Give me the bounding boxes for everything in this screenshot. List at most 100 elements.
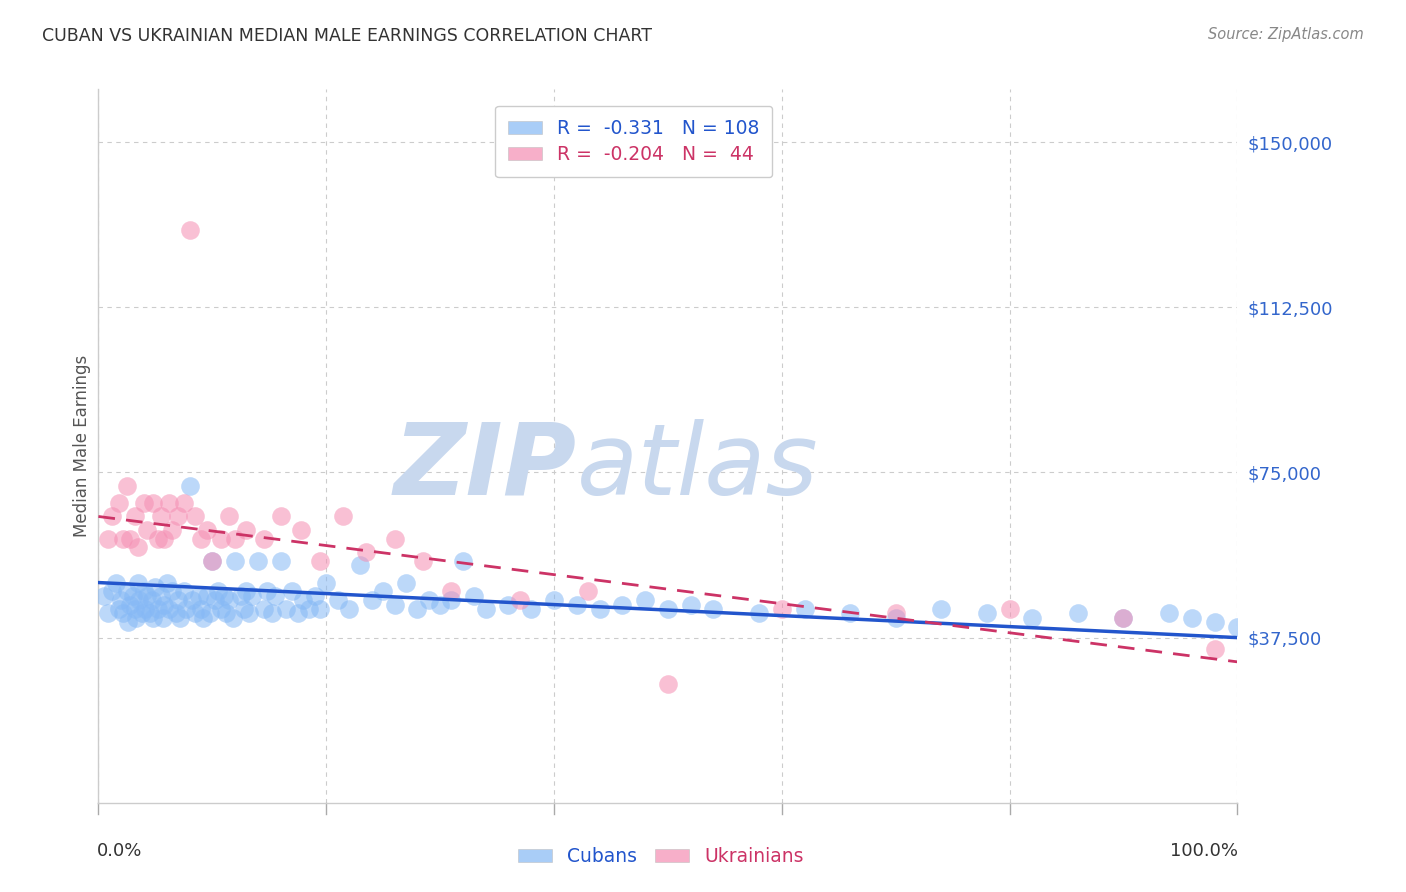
Text: Source: ZipAtlas.com: Source: ZipAtlas.com [1208,27,1364,42]
Point [252,602,274,616]
Point [179,478,201,492]
Point [204,593,226,607]
Point [136,589,159,603]
Point [142,496,165,510]
Point [1204,641,1226,656]
Point [132,496,155,510]
Point [162,584,184,599]
Legend: Cubans, Ukrainians: Cubans, Ukrainians [510,839,811,873]
Point [264,589,287,603]
Point [127,541,149,555]
Point [222,611,245,625]
Point [198,607,221,621]
Point [201,553,224,567]
Point [634,593,657,607]
Point [246,553,269,567]
Point [1226,619,1249,633]
Point [93,589,115,603]
Point [612,598,634,612]
Point [96,532,118,546]
Point [543,593,565,607]
Point [326,593,349,607]
Point [174,602,197,616]
Point [153,598,176,612]
Point [1181,611,1204,625]
Point [998,602,1021,616]
Point [115,584,138,599]
Point [349,558,371,572]
Point [121,589,143,603]
Point [429,598,451,612]
Point [256,584,278,599]
Point [212,589,235,603]
Point [152,611,174,625]
Point [270,553,292,567]
Point [104,575,127,590]
Point [134,602,156,616]
Point [509,593,531,607]
Point [748,607,770,621]
Point [141,593,163,607]
Point [315,575,337,590]
Point [146,532,169,546]
Point [120,532,142,546]
Point [150,589,173,603]
Point [337,602,360,616]
Point [195,523,218,537]
Point [124,509,146,524]
Point [184,509,207,524]
Text: 100.0%: 100.0% [1170,842,1239,860]
Point [108,602,131,616]
Point [165,607,187,621]
Point [131,607,153,621]
Point [120,598,142,612]
Point [142,611,165,625]
Point [371,584,394,599]
Point [679,598,702,612]
Point [108,496,131,510]
Point [233,602,256,616]
Point [110,593,132,607]
Point [207,584,229,599]
Point [565,598,588,612]
Point [657,602,679,616]
Point [195,589,218,603]
Point [418,593,440,607]
Point [209,532,232,546]
Point [884,607,907,621]
Point [657,677,679,691]
Point [281,584,304,599]
Text: atlas: atlas [576,419,818,516]
Point [169,611,191,625]
Point [929,602,952,616]
Point [145,580,167,594]
Text: 0.0%: 0.0% [97,842,142,860]
Point [124,602,146,616]
Point [190,602,212,616]
Point [884,611,907,625]
Point [412,553,434,567]
Point [290,523,312,537]
Point [112,607,135,621]
Point [128,593,150,607]
Point [384,598,406,612]
Point [146,602,169,616]
Point [702,602,724,616]
Point [252,532,274,546]
Point [793,602,815,616]
Text: CUBAN VS UKRAINIAN MEDIAN MALE EARNINGS CORRELATION CHART: CUBAN VS UKRAINIAN MEDIAN MALE EARNINGS … [42,27,652,45]
Point [153,532,176,546]
Point [770,602,793,616]
Point [354,545,377,559]
Point [270,509,292,524]
Y-axis label: Median Male Earnings: Median Male Earnings [73,355,91,537]
Point [184,607,207,621]
Point [101,584,124,599]
Point [474,602,496,616]
Point [190,532,212,546]
Point [173,584,195,599]
Point [179,223,201,237]
Point [167,593,190,607]
Point [1204,615,1226,630]
Point [260,607,283,621]
